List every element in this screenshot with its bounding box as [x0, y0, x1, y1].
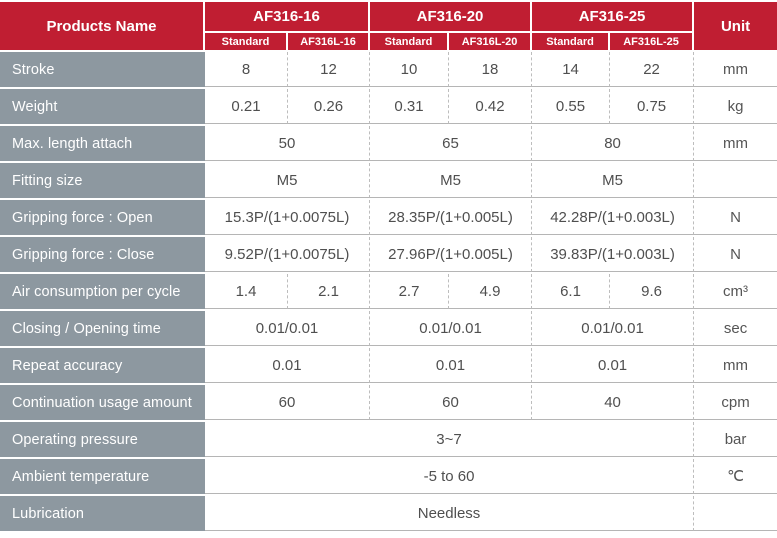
- value-cell: 80: [532, 126, 695, 161]
- unit-cell: ℃: [694, 459, 777, 494]
- unit-cell: bar: [694, 422, 777, 457]
- row-label: Gripping force : Close: [0, 237, 205, 272]
- spec-row: Continuation usage amount 60 60 40 cpm: [0, 385, 777, 420]
- spec-row: Repeat accuracy 0.01 0.01 0.01 mm: [0, 348, 777, 383]
- sub-header-af316l-25: AF316L-25: [610, 33, 695, 50]
- value-cell: 0.55: [532, 89, 611, 124]
- value-cell: 10: [370, 52, 450, 87]
- spec-table-header: Products Name AF316-16 AF316-20 AF316-25…: [0, 2, 777, 50]
- row-label: Weight: [0, 89, 205, 124]
- value-cell: 2.7: [370, 274, 450, 309]
- unit-cell: N: [694, 237, 777, 272]
- spec-row: Gripping force : Open 15.3P/(1+0.0075L) 28…: [0, 200, 777, 235]
- unit-cell: mm: [694, 126, 777, 161]
- value-cell: 40: [532, 385, 695, 420]
- value-cell: 50: [205, 126, 371, 161]
- value-cell: 0.01: [532, 348, 695, 383]
- unit-cell: sec: [694, 311, 777, 346]
- value-cell: 15.3P/(1+0.0075L): [205, 200, 371, 235]
- value-cell: M5: [205, 163, 371, 198]
- value-cell: 0.01/0.01: [205, 311, 371, 346]
- unit-cell: [694, 163, 777, 198]
- value-cell: 0.01: [370, 348, 533, 383]
- value-cell: M5: [532, 163, 695, 198]
- value-cell: 0.01/0.01: [370, 311, 533, 346]
- group-header-af316-25: AF316-25: [532, 2, 695, 31]
- spec-row: Fitting size M5 M5 M5: [0, 163, 777, 198]
- value-cell: 0.01/0.01: [532, 311, 695, 346]
- unit-cell: mm: [694, 52, 777, 87]
- value-cell: 6.1: [532, 274, 611, 309]
- unit-cell: cpm: [694, 385, 777, 420]
- unit-cell: kg: [694, 89, 777, 124]
- sub-header-standard-20: Standard: [370, 33, 450, 50]
- spec-row: Air consumption per cycle 1.4 2.1 2.7 4.9 6.1…: [0, 274, 777, 309]
- value-cell: 39.83P/(1+0.003L): [532, 237, 695, 272]
- sub-header-standard-16: Standard: [205, 33, 288, 50]
- spec-row: Max. length attach 50 65 80 mm: [0, 126, 777, 161]
- value-cell: 0.75: [610, 89, 695, 124]
- value-cell: 3~7: [205, 422, 695, 457]
- row-label: Stroke: [0, 52, 205, 87]
- row-label: Closing / Opening time: [0, 311, 205, 346]
- unit-header: Unit: [694, 2, 777, 50]
- spec-row: Ambient temperature -5 to 60 ℃: [0, 459, 777, 494]
- row-label: Air consumption per cycle: [0, 274, 205, 309]
- row-label: Max. length attach: [0, 126, 205, 161]
- group-header-af316-20: AF316-20: [370, 2, 533, 31]
- value-cell: 0.42: [449, 89, 533, 124]
- spec-row: Closing / Opening time 0.01/0.01 0.01/0.01…: [0, 311, 777, 346]
- value-cell: 0.01: [205, 348, 371, 383]
- spec-row: Gripping force : Close 9.52P/(1+0.0075L) 2…: [0, 237, 777, 272]
- spec-row: Lubrication Needless: [0, 496, 777, 531]
- sub-header-af316l-16: AF316L-16: [288, 33, 371, 50]
- row-label: Fitting size: [0, 163, 205, 198]
- value-cell: 60: [205, 385, 371, 420]
- products-name-header: Products Name: [0, 2, 205, 50]
- value-cell: 60: [370, 385, 533, 420]
- value-cell: 4.9: [449, 274, 533, 309]
- group-header-row: Products Name AF316-16 AF316-20 AF316-25…: [0, 2, 777, 50]
- value-cell: 18: [449, 52, 533, 87]
- spec-table-body: Stroke 8 12 10 18 14 22 mm Weight 0.21 0.26 0.31 0.4…: [0, 52, 777, 531]
- value-cell: 2.1: [288, 274, 371, 309]
- value-cell: 0.31: [370, 89, 450, 124]
- unit-cell: mm: [694, 348, 777, 383]
- sub-header-standard-25: Standard: [532, 33, 611, 50]
- value-cell: 1.4: [205, 274, 288, 309]
- row-label: Gripping force : Open: [0, 200, 205, 235]
- value-cell: Needless: [205, 496, 695, 531]
- row-label: Repeat accuracy: [0, 348, 205, 383]
- spec-row: Weight 0.21 0.26 0.31 0.42 0.55 0.75 kg: [0, 89, 777, 124]
- spec-row: Operating pressure 3~7 bar: [0, 422, 777, 457]
- value-cell: 12: [288, 52, 371, 87]
- row-label: Ambient temperature: [0, 459, 205, 494]
- value-cell: 65: [370, 126, 533, 161]
- value-cell: 14: [532, 52, 611, 87]
- value-cell: 9.6: [610, 274, 695, 309]
- group-header-af316-16: AF316-16: [205, 2, 371, 31]
- value-cell: 0.21: [205, 89, 288, 124]
- unit-cell: [694, 496, 777, 531]
- spec-row: Stroke 8 12 10 18 14 22 mm: [0, 52, 777, 87]
- sub-header-row: Standard AF316L-16 Standard AF316L-20 St…: [0, 33, 777, 50]
- value-cell: 42.28P/(1+0.003L): [532, 200, 695, 235]
- unit-cell: N: [694, 200, 777, 235]
- value-cell: 22: [610, 52, 695, 87]
- row-label: Continuation usage amount: [0, 385, 205, 420]
- value-cell: 8: [205, 52, 288, 87]
- value-cell: -5 to 60: [205, 459, 695, 494]
- sub-header-af316l-20: AF316L-20: [449, 33, 533, 50]
- value-cell: 0.26: [288, 89, 371, 124]
- value-cell: 27.96P/(1+0.005L): [370, 237, 533, 272]
- value-cell: 9.52P/(1+0.0075L): [205, 237, 371, 272]
- value-cell: 28.35P/(1+0.005L): [370, 200, 533, 235]
- unit-cell: cm³: [694, 274, 777, 309]
- row-label: Operating pressure: [0, 422, 205, 457]
- row-label: Lubrication: [0, 496, 205, 531]
- value-cell: M5: [370, 163, 533, 198]
